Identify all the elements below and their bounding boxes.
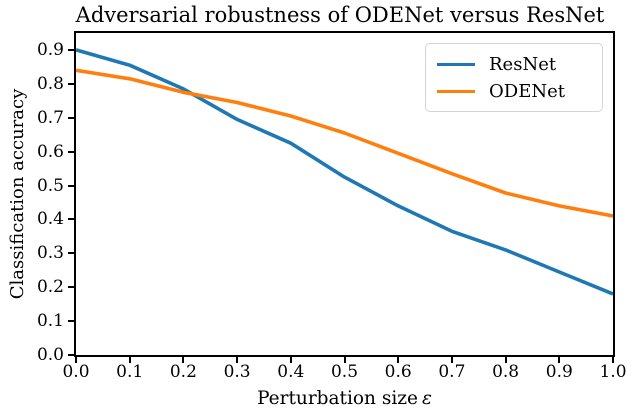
legend-entry-resnet: ResNet [426, 52, 602, 78]
y-tick-label: 0.9 [36, 39, 64, 60]
x-tick-mark [397, 357, 400, 363]
x-tick-label: 0.8 [492, 362, 520, 382]
x-tick-label: 0.3 [223, 362, 251, 382]
legend-entry-odenet: ODENet [426, 79, 602, 105]
y-tick-mark [68, 252, 74, 255]
legend: ResNet ODENet [425, 43, 603, 112]
x-tick-label: 0.0 [62, 362, 90, 382]
x-tick-label: 0.6 [384, 362, 412, 382]
legend-label-resnet: ResNet [489, 53, 557, 75]
x-tick-mark [236, 357, 239, 363]
chart-title: Adversarial robustness of ODENet versus … [75, 3, 605, 27]
x-tick-label: 0.5 [330, 362, 359, 382]
line-series-canvas [76, 48, 613, 296]
x-tick-label: 0.4 [277, 362, 305, 382]
y-tick-mark [68, 354, 74, 356]
y-tick-mark [68, 286, 74, 289]
x-tick-mark [558, 357, 561, 363]
y-tick-label: 0.7 [36, 107, 64, 128]
x-tick-label: 0.1 [116, 362, 144, 382]
y-tick-label: 0.3 [36, 243, 64, 264]
x-tick-mark [128, 357, 131, 363]
x-axis-label: Perturbation size ε [74, 388, 615, 409]
x-tick-label: 0.7 [438, 362, 466, 382]
y-tick-mark [68, 184, 74, 187]
x-tick-mark [75, 357, 77, 363]
y-tick-label: 0.6 [36, 141, 64, 162]
y-tick-mark [68, 218, 74, 221]
x-axis-label-text: Perturbation size [257, 388, 418, 409]
y-tick-mark [68, 320, 74, 323]
y-tick-mark [68, 82, 74, 85]
series-line-odenet [76, 68, 613, 218]
y-tick-mark [68, 48, 74, 51]
x-tick-label: 1.0 [599, 362, 627, 382]
y-tick-label: 0.2 [36, 277, 64, 298]
x-tick-mark [182, 357, 185, 363]
x-tick-mark [612, 357, 614, 363]
x-tick-mark [289, 357, 292, 363]
x-tick-mark [343, 357, 346, 363]
series-line-resnet [76, 48, 613, 296]
y-tick-label: 0.0 [36, 345, 64, 365]
legend-label-odenet: ODENet [489, 80, 565, 102]
epsilon-symbol: ε [422, 388, 432, 409]
y-tick-label: 0.1 [36, 311, 64, 332]
y-tick-label: 0.5 [36, 175, 64, 196]
x-tick-mark [450, 357, 453, 363]
y-tick-mark [68, 150, 74, 153]
x-tick-label: 0.2 [169, 362, 197, 382]
odenet-line-swatch [437, 89, 475, 94]
y-tick-mark [68, 116, 74, 119]
x-tick-mark [504, 357, 507, 363]
y-tick-label: 0.8 [36, 73, 64, 94]
plot-area: ResNet ODENet [74, 31, 615, 357]
y-tick-label: 0.4 [36, 209, 64, 230]
resnet-line-swatch [437, 62, 475, 67]
x-tick-label: 0.9 [545, 362, 573, 382]
